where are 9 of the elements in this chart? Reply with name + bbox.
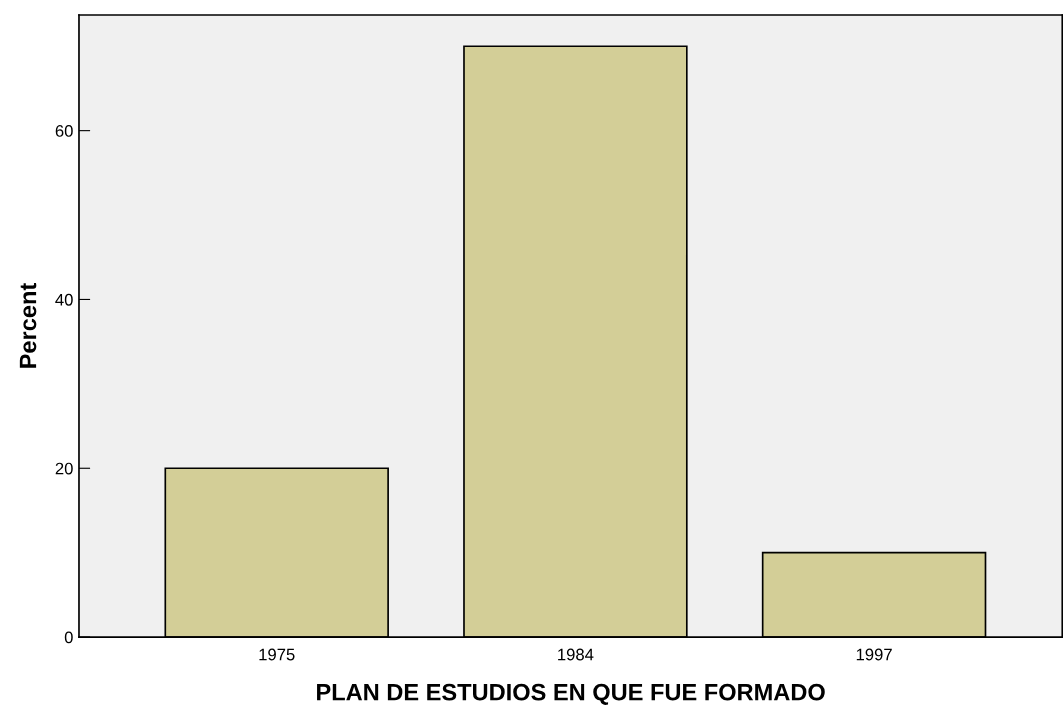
y-tick-label: 20 (55, 462, 73, 475)
x-tick-label: 1975 (259, 648, 295, 661)
x-axis-title: PLAN DE ESTUDIOS EN QUE FUE FORMADO (317, 683, 825, 705)
y-axis-title: Percent (19, 283, 37, 368)
x-tick-label: 1984 (558, 648, 594, 661)
y-tick-label: 40 (55, 293, 73, 306)
y-tick-label: 0 (64, 631, 73, 644)
x-tick-label: 1997 (856, 648, 892, 661)
y-tick-label: 60 (55, 125, 73, 137)
